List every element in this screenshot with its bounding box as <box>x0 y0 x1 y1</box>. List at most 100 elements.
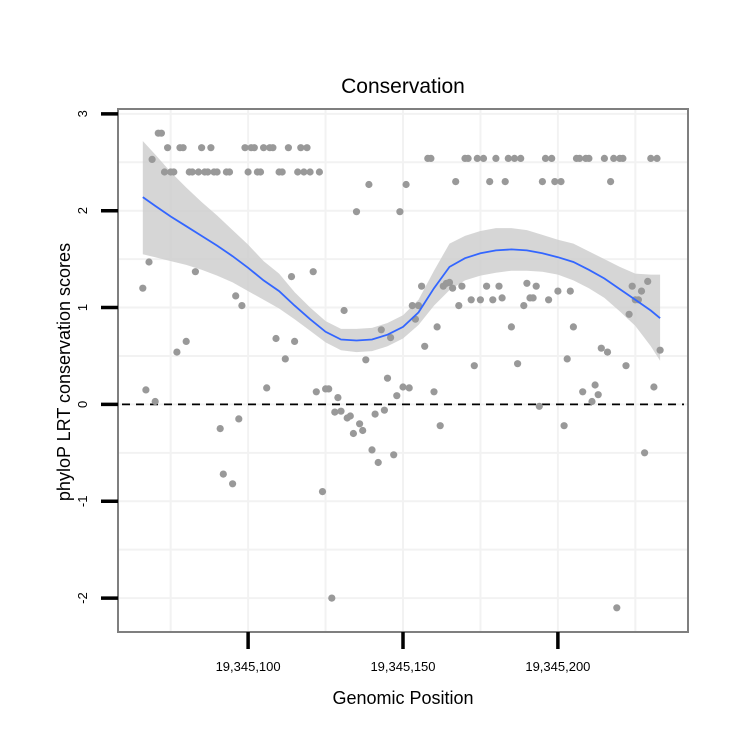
data-point <box>498 294 506 302</box>
data-point <box>476 296 484 304</box>
y-tick-label: -1 <box>75 496 90 508</box>
data-point <box>510 154 519 162</box>
data-point <box>250 144 258 152</box>
data-point <box>232 292 240 300</box>
data-point <box>523 279 531 287</box>
data-point <box>346 412 354 420</box>
data-point <box>600 154 609 162</box>
data-point <box>458 282 466 290</box>
data-point <box>337 407 345 415</box>
data-point <box>541 154 550 162</box>
confidence-ribbon <box>142 141 661 361</box>
data-point <box>145 258 153 266</box>
data-point <box>173 348 181 356</box>
data-point <box>532 282 540 290</box>
data-point <box>430 388 438 396</box>
data-point <box>514 360 522 368</box>
data-point <box>479 154 488 162</box>
data-point <box>260 144 268 152</box>
data-point <box>315 168 323 176</box>
data-point <box>619 154 627 162</box>
data-point <box>225 168 234 176</box>
data-point <box>597 344 605 352</box>
data-point <box>473 154 481 162</box>
data-point <box>235 415 243 423</box>
data-point <box>160 168 169 176</box>
data-point <box>507 323 515 331</box>
data-point <box>272 334 280 343</box>
data-point <box>352 208 361 216</box>
data-point <box>371 410 379 418</box>
data-point <box>318 488 327 496</box>
data-point <box>164 144 172 152</box>
data-point <box>489 296 497 304</box>
data-point <box>610 154 618 162</box>
data-point <box>303 144 311 152</box>
data-point <box>535 402 543 410</box>
data-point <box>213 168 221 176</box>
data-point <box>628 282 636 290</box>
data-point <box>179 144 187 152</box>
data-point <box>414 302 423 310</box>
data-point <box>464 154 472 162</box>
data-point <box>538 178 547 186</box>
data-point <box>644 277 652 285</box>
data-point <box>588 397 596 406</box>
y-axis-label: phyloP LRT conservation scores <box>54 243 74 501</box>
data-point <box>182 337 190 345</box>
data-point <box>151 397 159 406</box>
data-point <box>402 180 410 189</box>
smooth-trend-line <box>142 196 661 342</box>
data-point <box>325 385 333 393</box>
data-point <box>467 296 475 304</box>
data-point <box>569 323 578 331</box>
data-point <box>194 168 203 176</box>
data-point <box>281 355 289 363</box>
data-point <box>368 446 376 454</box>
x-axis-label: Genomic Position <box>332 688 473 708</box>
x-tick-label: 19,345,150 <box>370 659 435 674</box>
y-tick-label: 1 <box>75 304 90 311</box>
data-point <box>380 406 388 414</box>
data-point <box>603 348 612 356</box>
data-point <box>557 178 565 186</box>
data-point <box>492 154 500 162</box>
data-point <box>545 296 553 304</box>
data-point <box>374 458 382 467</box>
data-point <box>653 154 661 162</box>
data-point <box>594 391 602 399</box>
data-point <box>359 426 367 435</box>
data-point <box>312 388 320 396</box>
data-point <box>204 168 212 176</box>
data-point <box>139 284 147 292</box>
data-point <box>613 604 621 612</box>
data-point <box>396 208 404 216</box>
data-point <box>241 144 249 152</box>
data-points <box>139 129 664 612</box>
data-point <box>244 168 252 176</box>
data-point <box>408 302 416 310</box>
data-point <box>517 154 525 162</box>
data-point <box>383 374 392 382</box>
data-point <box>495 282 503 290</box>
data-point <box>334 394 342 402</box>
data-point <box>563 355 571 363</box>
data-point <box>188 168 196 176</box>
data-point <box>300 168 308 176</box>
data-point <box>331 408 339 416</box>
data-point <box>170 168 178 176</box>
data-point <box>520 302 528 310</box>
x-tick-label: 19,345,100 <box>216 659 281 674</box>
data-point <box>284 144 292 152</box>
data-point <box>421 342 429 350</box>
data-point <box>445 278 454 286</box>
data-point <box>390 451 398 459</box>
data-point <box>579 388 587 396</box>
chart-title: Conservation <box>341 75 465 98</box>
y-tick-label: 0 <box>75 401 90 408</box>
data-point <box>551 178 559 186</box>
data-point <box>306 168 314 176</box>
data-point <box>263 384 271 392</box>
data-point <box>287 273 296 281</box>
